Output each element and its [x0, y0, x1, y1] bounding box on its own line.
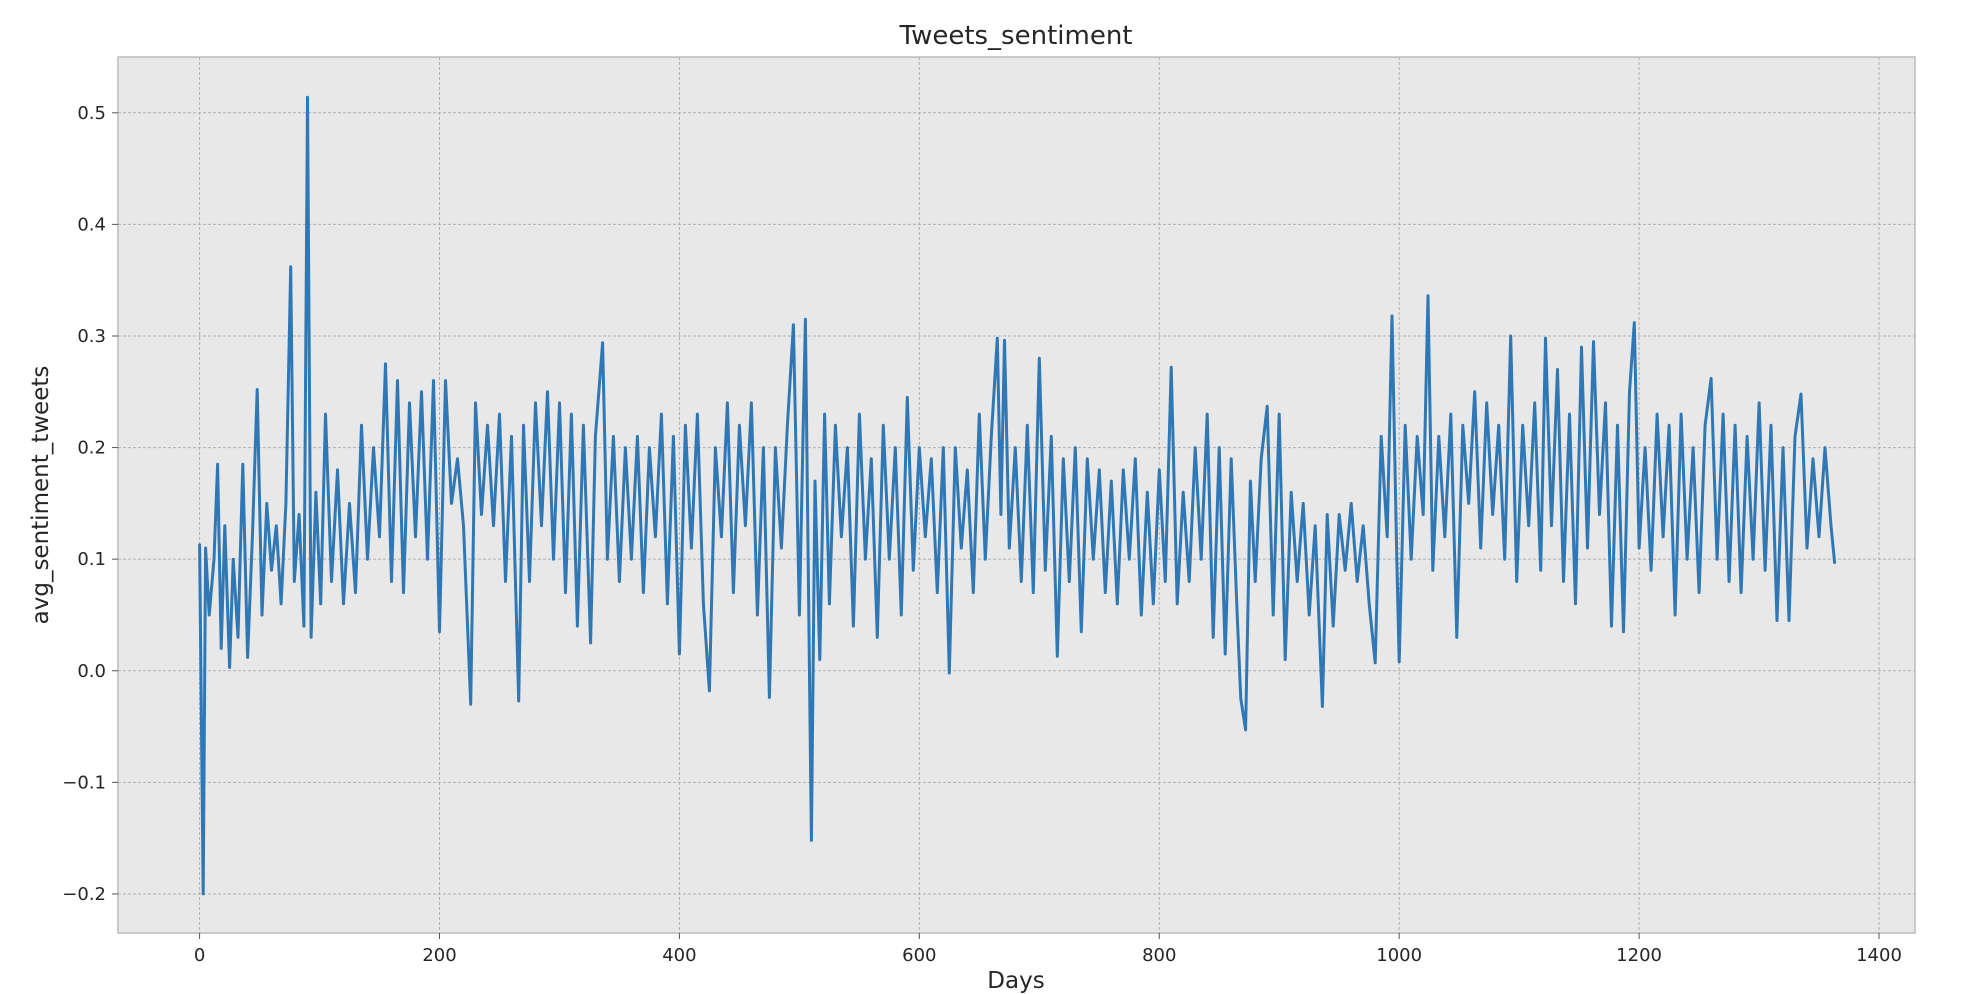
y-axis-label: avg_sentiment_tweets: [28, 366, 54, 625]
x-tick-label: 0: [194, 945, 205, 966]
x-tick-label: 600: [902, 945, 936, 966]
y-tick-label: 0.3: [77, 326, 106, 347]
y-tick-label: 0.1: [77, 549, 106, 570]
x-tick-label: 800: [1142, 945, 1176, 966]
x-axis-label: Days: [987, 968, 1044, 994]
x-tick-label: 1200: [1616, 945, 1662, 966]
chart-title: Tweets_sentiment: [898, 21, 1132, 51]
y-tick-label: −0.2: [62, 884, 106, 905]
ticks: 0 200 400 600 800 1000 1200 1400 −0.2 −0.1 0.0 0.1 0…: [62, 103, 1902, 966]
x-tick-label: 1000: [1376, 945, 1422, 966]
x-tick-label: 400: [662, 945, 696, 966]
series-layer: [198, 95, 1837, 896]
y-tick-label: 0.2: [77, 438, 106, 459]
y-tick-label: 0.5: [77, 103, 106, 124]
series-line: [198, 95, 1837, 896]
x-tick-label: 1400: [1856, 945, 1902, 966]
y-tick-label: −0.1: [62, 772, 106, 793]
x-tick-label: 200: [422, 945, 456, 966]
y-tick-label: 0.0: [77, 661, 106, 682]
y-tick-label: 0.4: [77, 214, 106, 235]
